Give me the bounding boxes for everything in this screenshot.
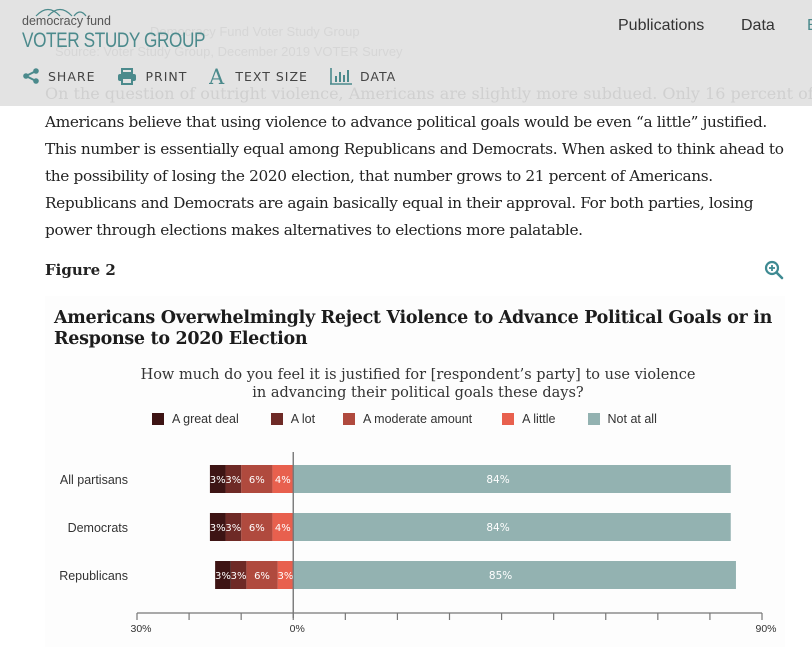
legend-label: A little	[522, 412, 556, 426]
bar-segment	[293, 465, 731, 493]
bar-segment	[272, 513, 294, 541]
legend-label: A great deal	[172, 412, 239, 426]
data-label: 84%	[486, 522, 509, 534]
legend-item: A moderate amount	[343, 412, 472, 426]
category-label: All partisans	[60, 473, 128, 487]
x-tick-label: 30%	[130, 623, 151, 635]
data-label: 3%	[210, 475, 226, 486]
legend-swatch	[343, 413, 356, 425]
nav-item-cut-off[interactable]: E	[807, 17, 812, 35]
legend-item: A little	[502, 412, 556, 426]
bar-segment	[209, 465, 226, 493]
data-label: 3%	[225, 475, 241, 486]
nav-publications[interactable]: Publications	[618, 17, 705, 34]
bar-segment	[225, 465, 242, 493]
legend-label: A moderate amount	[363, 412, 473, 426]
data-label: 3%	[215, 571, 231, 582]
legend-item: A great deal	[152, 412, 239, 426]
site-header: Democracy Fund Voter Study Group Source:…	[0, 0, 812, 106]
share-button[interactable]: SHARE	[22, 68, 95, 84]
data-label: 84%	[486, 474, 509, 486]
bar-segment	[209, 513, 226, 541]
legend-swatch	[587, 413, 600, 425]
category-label: Democrats	[68, 521, 128, 535]
data-label: 3%	[210, 523, 226, 534]
bar-segment	[293, 513, 731, 541]
data-label: 3%	[225, 523, 241, 534]
logo-voter-study-group[interactable]: VOTER STUDY GROUP	[22, 29, 206, 52]
svg-text:A: A	[209, 66, 225, 86]
logo-arcs-icon	[35, 8, 87, 17]
article-toolbar: SHARE PRINT A TEXT SIZE	[22, 66, 418, 86]
print-icon	[118, 67, 137, 85]
legend-item: Not at all	[587, 412, 657, 426]
legend-item: A lot	[270, 412, 316, 426]
nav-data[interactable]: Data	[741, 17, 775, 34]
ghost-source-text: Source: Voter Study Group, December 2019…	[55, 44, 403, 59]
print-label: PRINT	[145, 68, 188, 84]
data-label: 6%	[254, 571, 270, 582]
legend-swatch	[502, 413, 515, 425]
zoom-in-icon	[764, 260, 784, 280]
data-label: 85%	[489, 570, 512, 582]
bar-segment	[241, 465, 273, 493]
text-size-icon: A	[209, 66, 225, 86]
share-icon	[23, 68, 39, 84]
x-tick-label: 90%	[755, 623, 776, 635]
bar-chart-icon	[329, 67, 352, 85]
zoom-in-button[interactable]	[764, 260, 784, 284]
bar-segment	[225, 513, 242, 541]
legend-swatch	[152, 413, 164, 425]
data-label: 6%	[249, 475, 265, 486]
text-size-button[interactable]: A TEXT SIZE	[209, 66, 308, 86]
data-label: 6%	[249, 523, 265, 534]
data-label: 4%	[275, 523, 291, 534]
bar-segment	[293, 561, 736, 589]
bar-segment	[241, 513, 273, 541]
bar-segment	[230, 561, 247, 589]
data-label: 3%	[278, 571, 294, 582]
x-tick-label: 0%	[290, 623, 305, 635]
data-label: 4%	[275, 475, 291, 486]
figure-label: Figure 2	[45, 261, 116, 279]
share-label: SHARE	[48, 68, 96, 84]
bar-segment	[272, 465, 294, 493]
bar-segment	[215, 561, 231, 589]
logo-democracy-fund[interactable]: democracy fund	[22, 14, 111, 28]
legend-label: A lot	[290, 412, 316, 426]
ghost-credit-text: Democracy Fund Voter Study Group	[150, 24, 360, 39]
data-label: DATA	[359, 68, 397, 84]
chart-legend: A great deal A lot A moderate amount A l…	[152, 412, 679, 426]
legend-swatch	[270, 413, 283, 425]
bar-segment	[246, 561, 278, 589]
text-size-label: TEXT SIZE	[235, 68, 308, 84]
data-button[interactable]: DATA	[329, 67, 397, 85]
category-label: Republicans	[59, 569, 128, 583]
chart-title: Americans Overwhelmingly Reject Violence…	[54, 308, 772, 349]
data-label: 3%	[231, 571, 247, 582]
legend-label: Not at all	[607, 412, 657, 426]
print-button[interactable]: PRINT	[117, 67, 188, 85]
bar-segment	[277, 561, 294, 589]
obscured-text-line: On the question of outright violence, Am…	[45, 84, 812, 103]
chart-subtitle: How much do you feel it is justified for…	[140, 367, 696, 401]
article-paragraph: Americans believe that using violence to…	[45, 113, 784, 239]
